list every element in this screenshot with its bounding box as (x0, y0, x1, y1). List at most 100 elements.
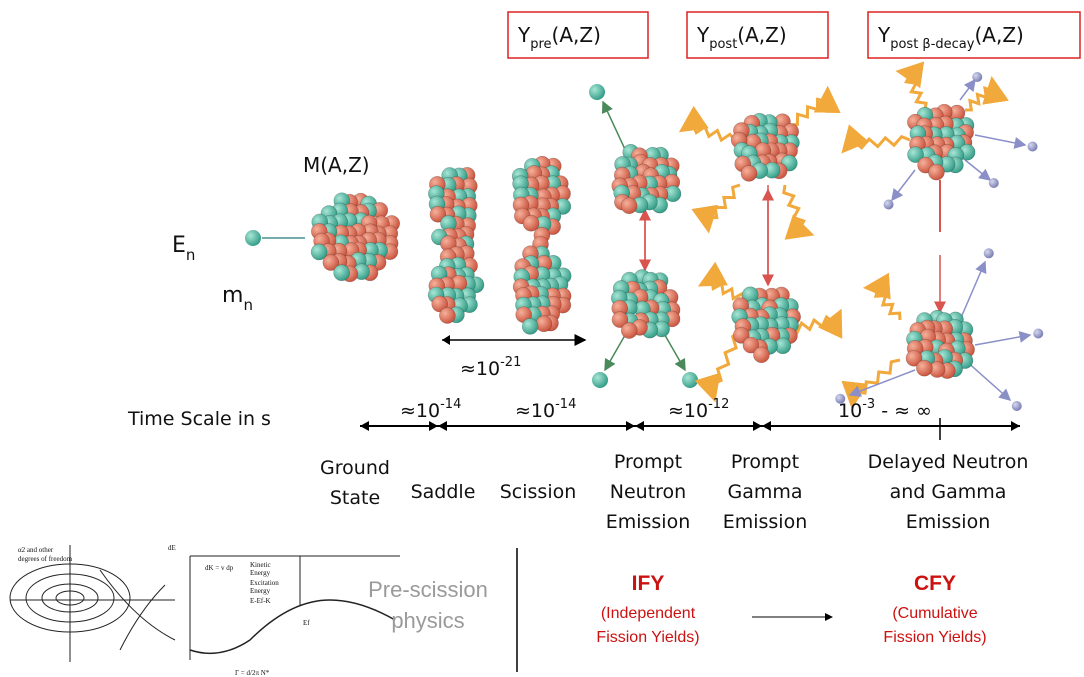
base: ≈10 (460, 358, 500, 380)
header-label: Ypost(A,Z) (696, 23, 787, 52)
gamma-ray (678, 105, 737, 143)
stage-label: Delayed Neutron (868, 451, 1029, 473)
sketch-label: Γ = d/2π N* (235, 669, 270, 677)
connector (959, 78, 976, 101)
interval-label: ≈10-14 (400, 397, 461, 422)
sketch-label: Ef (303, 619, 310, 627)
nucleon (740, 165, 758, 182)
suffix: (A,Z) (552, 23, 601, 47)
arrow-head (438, 421, 447, 431)
connector (964, 159, 992, 181)
curve (99, 569, 176, 651)
gamma-ray (691, 183, 741, 234)
nucleon (431, 295, 449, 313)
nucleon (620, 197, 638, 215)
connector (974, 330, 1032, 346)
subscript: post β-decay (890, 37, 975, 52)
symbol: Y (696, 23, 710, 47)
pre-scission: physics (391, 608, 464, 633)
nucleon (928, 163, 945, 181)
arrow-head (635, 421, 644, 431)
gamma-ray (841, 124, 911, 154)
neutron (592, 372, 608, 388)
stage-label: Scission (500, 481, 577, 503)
sketch-label: Excitation (250, 579, 279, 587)
symbol: E (172, 233, 186, 258)
subscript: pre (530, 37, 551, 52)
arrow-head (626, 421, 635, 431)
symbol: m (222, 283, 243, 308)
header-label: Ypre(A,Z) (517, 23, 601, 52)
neutron (1027, 141, 1038, 152)
neutron (988, 178, 999, 188)
gamma-ray (694, 328, 741, 403)
connector (974, 134, 1027, 149)
gamma-ray (841, 358, 901, 410)
base: 10 (838, 400, 862, 422)
stage-label: Ground (320, 457, 390, 479)
neutron (983, 248, 994, 259)
compound-label: M(A,Z) (303, 153, 370, 177)
arrow-head (753, 421, 762, 431)
gamma-ray (697, 261, 747, 301)
time-scale-title: Time Scale in s (127, 408, 271, 430)
cfy-abbr: CFY (914, 572, 956, 595)
ify-text: (Independent (601, 605, 696, 622)
stage-label: Saddle (411, 481, 476, 503)
arrow-head (429, 421, 438, 431)
exponent: -14 (555, 397, 576, 412)
nucleon (742, 336, 760, 354)
base: ≈10 (400, 400, 440, 422)
nucleon (753, 346, 770, 364)
nucleon (521, 318, 539, 335)
nucleon (611, 311, 629, 328)
neutron (972, 72, 983, 82)
symbol: Y (517, 23, 531, 47)
gamma-ray (789, 85, 841, 127)
neutron (835, 393, 846, 404)
connector (891, 169, 916, 202)
neutron (883, 199, 894, 210)
suffix: - ≈ ∞ (875, 400, 932, 422)
cfy-text: Fission Yields) (883, 629, 986, 646)
stage-label: Emission (606, 511, 691, 533)
connector (964, 359, 1012, 401)
subscript: n (243, 296, 253, 314)
neutron (589, 84, 605, 100)
nucleon (310, 243, 328, 261)
stage-label: Prompt (614, 451, 682, 473)
interval-label: ≈10-14 (515, 397, 576, 422)
arrow-head (360, 421, 369, 431)
interval-label: ≈10-12 (668, 397, 729, 422)
nucleon (322, 254, 340, 271)
mass-label: mn (222, 283, 253, 314)
header-label: Ypost β-decay(A,Z) (877, 23, 1024, 52)
nucleon (916, 359, 933, 377)
stage-label: Emission (906, 511, 991, 533)
gamma-ray (789, 308, 843, 339)
interval-label: 10-3 - ≈ ∞ (838, 397, 932, 422)
sketch-label: E-Ef-K (250, 597, 271, 605)
pre-scission: Pre-scission (368, 577, 488, 602)
connector (959, 260, 987, 321)
subscript: n (186, 246, 196, 264)
stage-label: Emission (723, 511, 808, 533)
nucleon (620, 322, 638, 339)
header-box (686, 11, 829, 59)
energy-label: En (172, 233, 195, 264)
gamma-ray (862, 272, 902, 321)
nucleon (732, 327, 750, 344)
stage-label: State (330, 487, 380, 509)
arrow-head (442, 335, 450, 345)
stage-label: and Gamma (890, 481, 1007, 503)
saddle-time: ≈10-21 (460, 355, 521, 380)
base: ≈10 (515, 400, 555, 422)
stage-labels: Ground State Saddle Scission Prompt Neutron Em… (320, 451, 1028, 533)
gamma-ray (782, 184, 815, 240)
exponent: -12 (708, 397, 729, 412)
ify-abbr: IFY (632, 572, 665, 595)
exponent: -3 (862, 397, 875, 412)
subscript: post (709, 37, 737, 52)
